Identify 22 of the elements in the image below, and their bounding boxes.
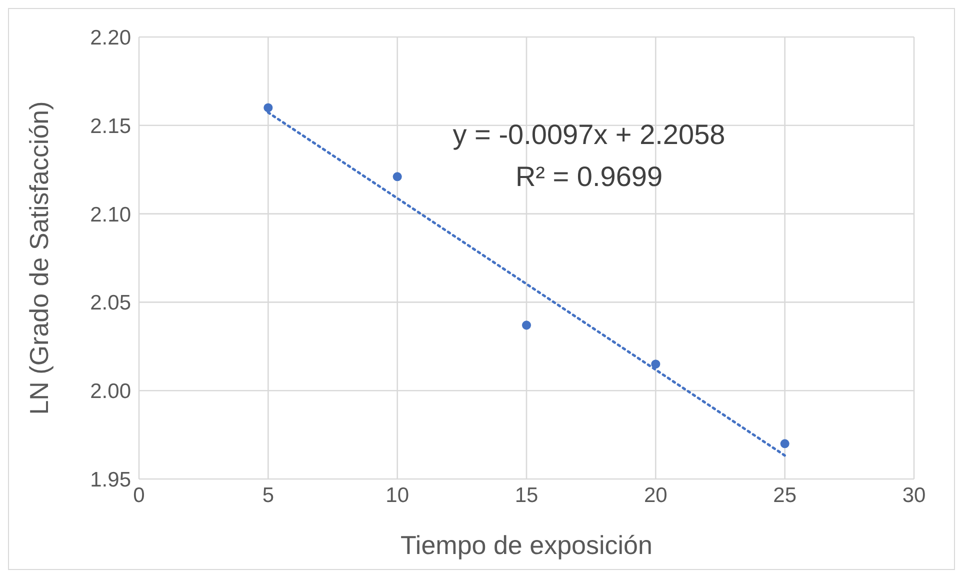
y-tick-label: 1.95 — [90, 468, 131, 492]
y-tick-label: 2.10 — [90, 203, 131, 226]
x-tick-label: 0 — [133, 484, 145, 507]
y-axis-title: LN (Grado de Satisfacción) — [24, 101, 54, 415]
point — [264, 103, 273, 112]
point — [392, 172, 402, 182]
x-tick-label: 5 — [262, 484, 274, 507]
y-tick-label: 2.05 — [90, 292, 131, 315]
point — [780, 439, 790, 448]
y-tick-label: 2.15 — [90, 114, 131, 138]
x-tick-label: 20 — [644, 484, 668, 507]
x-tick-label: 15 — [514, 484, 538, 507]
point — [522, 320, 532, 330]
x-tick-label: 10 — [386, 484, 410, 507]
y-tick-label: 2.20 — [90, 26, 131, 50]
point — [651, 360, 660, 369]
annotation: R² = 0.9699 — [514, 160, 664, 194]
annotation: y = -0.0097x + 2.2058 — [452, 118, 726, 152]
x-axis-title: Tiempo de exposición — [400, 530, 652, 560]
y-tick-label: 2.00 — [90, 380, 131, 404]
x-tick-label: 30 — [902, 484, 926, 507]
x-tick-label: 25 — [773, 484, 797, 507]
